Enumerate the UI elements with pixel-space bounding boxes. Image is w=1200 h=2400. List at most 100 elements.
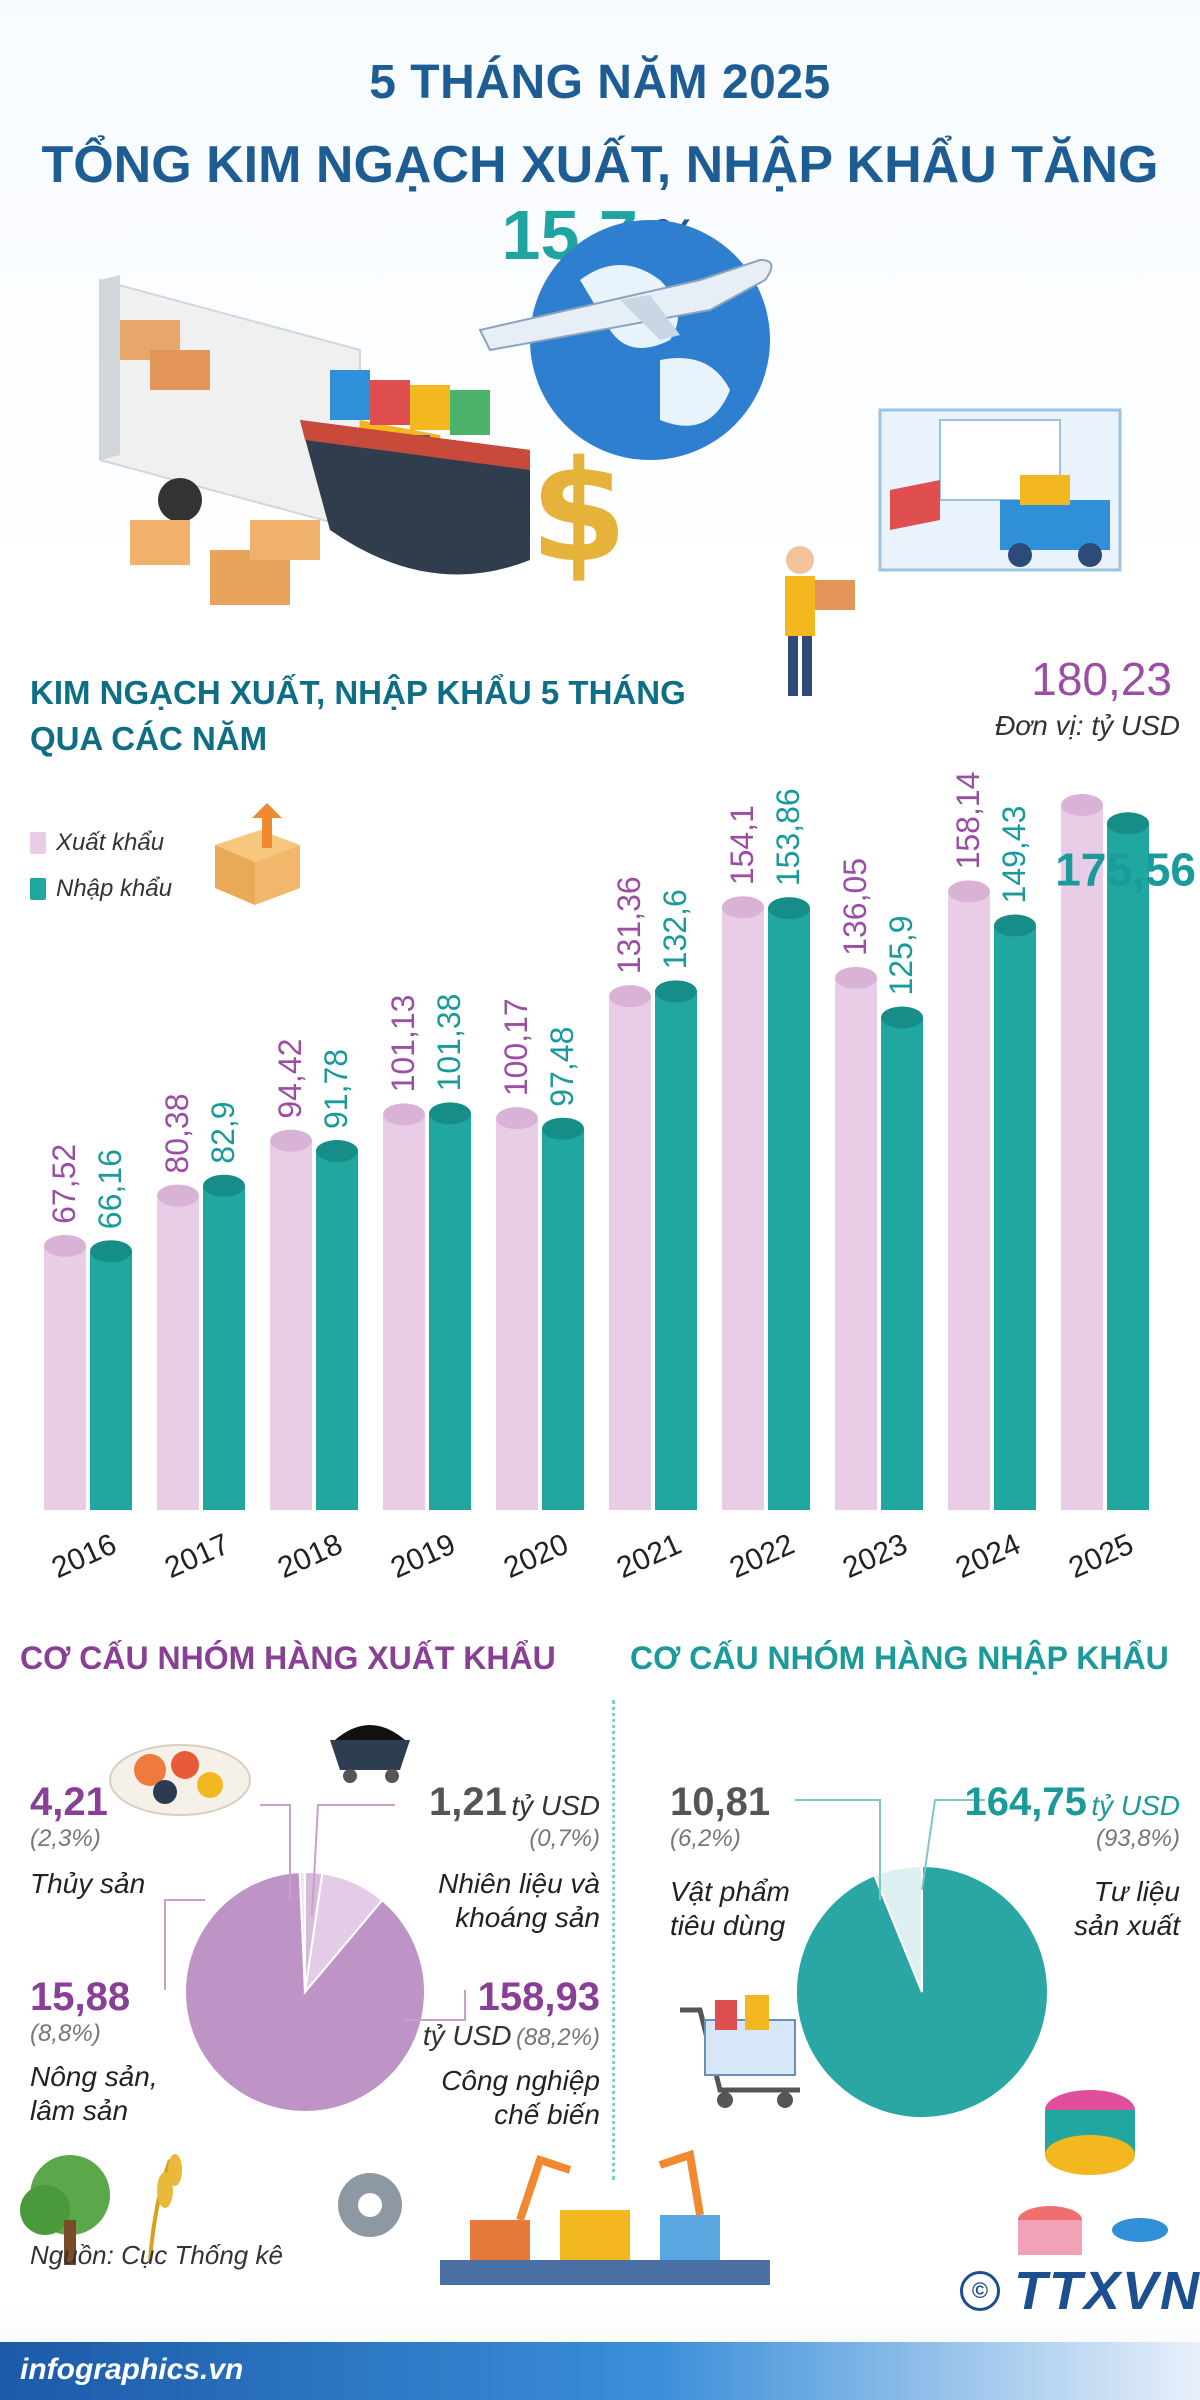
export-label-2018: 94,42 — [272, 1039, 308, 1119]
export-bar-2018 — [270, 1140, 312, 1510]
pct-tu-lieu: (93,8%) — [1095, 1825, 1180, 1852]
pie-charts — [20, 1725, 1168, 2285]
ship-icon — [300, 370, 530, 575]
year-label-2020: 2020 — [499, 1528, 573, 1585]
leader-lines — [164, 1804, 466, 2021]
year-label-2021: 2021 — [612, 1528, 686, 1585]
export-bar-2017-top — [157, 1184, 199, 1207]
export-bar-2021-top — [609, 985, 651, 1008]
source-note: Nguồn: Cục Thống kê — [30, 2240, 283, 2270]
import-bar-2025 — [1107, 823, 1149, 1510]
copyright-icon: © — [960, 2271, 1000, 2311]
import-label-2020: 97,48 — [544, 1027, 580, 1107]
legend-import-label: Nhập khẩu — [56, 875, 173, 902]
value-tu-lieu: 164,75 — [964, 1780, 1087, 1824]
leader-tu-lieu — [921, 1799, 985, 1891]
import-bar-2021 — [655, 991, 697, 1510]
export-bar-2023-top — [835, 966, 877, 989]
footer-site-link[interactable]: infographics.vn — [20, 2353, 244, 2386]
import-label-2018: 91,78 — [318, 1049, 354, 1129]
year-label-2019: 2019 — [386, 1528, 460, 1585]
year-label-2023: 2023 — [838, 1528, 912, 1585]
export-label-2021: 131,36 — [611, 876, 647, 974]
export-label-2024: 158,14 — [950, 772, 986, 870]
import-label-2025: 175,56 — [1055, 843, 1196, 895]
import-bar-2022-top — [768, 897, 810, 920]
import-bar-2017-top — [203, 1174, 245, 1197]
label-cong-nghiep: 158,93 tỷ USD (88,2%) Công nghiệp chế bi… — [400, 1975, 600, 2132]
slice-nhien-lieu — [298, 1870, 306, 1993]
label-nong-san: 15,88 (8,8%) Nông sản, lâm sản — [30, 1975, 158, 2128]
import-label-2021: 132,6 — [657, 889, 693, 969]
export-bar-2020-top — [496, 1107, 538, 1130]
leader-lines-import — [795, 1799, 985, 1900]
slice-tieu-dung — [873, 1864, 923, 1993]
bar-chart: 67,52 66,16 2016 80,38 82,9 2017 94,42 91,78 201… — [44, 653, 1196, 1585]
value-cong-nghiep: 158,93 — [477, 1975, 600, 2019]
import-bar-2019-top — [429, 1102, 471, 1125]
import-bar-2016 — [90, 1251, 132, 1510]
import-bar-2018-top — [316, 1139, 358, 1162]
hero-illustration: $ — [99, 220, 1122, 696]
name-tu-lieu-2: sản xuất — [1074, 1910, 1180, 1941]
pct-tieu-dung: (6,2%) — [670, 1825, 741, 1852]
factory-icon — [440, 2149, 770, 2285]
pct-thuy-san: (2,3%) — [30, 1825, 101, 1852]
export-bar-2022-top — [722, 896, 764, 919]
export-bar-2016-top — [44, 1234, 86, 1257]
year-label-2022: 2022 — [725, 1528, 799, 1585]
unit-nhien-lieu: tỷ USD — [511, 1790, 600, 1821]
unit-cong-nghiep: tỷ USD — [422, 2020, 512, 2051]
leader-nong-san — [164, 1899, 205, 1990]
import-label-2023: 125,9 — [883, 915, 919, 995]
name-nhien-lieu-1: Nhiên liệu và — [438, 1868, 600, 1899]
pct-cong-nghiep: (88,2%) — [515, 2024, 600, 2051]
legend-export-label: Xuất khẩu — [56, 829, 165, 856]
label-tieu-dung: 10,81 (6,2%) Vật phẩm tiêu dùng — [670, 1780, 790, 1943]
pct-nhien-lieu: (0,7%) — [529, 1825, 600, 1852]
export-pie — [184, 1870, 426, 2113]
legend-import: Nhập khẩu — [30, 866, 172, 912]
import-bar-2018 — [316, 1150, 358, 1510]
box-icon — [215, 803, 300, 905]
bar-section-title-line1: KIM NGẠCH XUẤT, NHẬP KHẨU 5 THÁNG — [30, 674, 686, 711]
import-bar-2021-top — [655, 980, 697, 1003]
box-icon — [130, 520, 320, 605]
footer-bar — [0, 2342, 1200, 2400]
thread-spool-icon — [1018, 2090, 1168, 2255]
brand-name: TTXVN — [1014, 2261, 1200, 2321]
import-bar-2020-top — [542, 1117, 584, 1140]
shopping-cart-icon — [680, 1995, 800, 2108]
import-label-2019: 101,38 — [431, 994, 467, 1092]
unit-label: Đơn vị: tỷ USD — [995, 710, 1180, 741]
gear-icon — [338, 2173, 402, 2237]
plane-icon — [478, 258, 773, 352]
export-bar-2025-top — [1061, 794, 1103, 816]
export-bar-2016 — [44, 1245, 86, 1510]
import-bar-2023 — [881, 1017, 923, 1510]
wheat-icon — [148, 2154, 182, 2261]
import-bar-2024 — [994, 925, 1036, 1510]
worker-icon — [785, 546, 855, 696]
export-label-2019: 101,13 — [385, 995, 421, 1093]
export-label-2017: 80,38 — [159, 1094, 195, 1174]
value-nhien-lieu: 1,21 — [429, 1780, 507, 1824]
import-bar-2017 — [203, 1185, 245, 1510]
export-structure-title: CƠ CẤU NHÓM HÀNG XUẤT KHẨU — [20, 1640, 556, 1676]
import-pie — [795, 1864, 1049, 2119]
year-label-2017: 2017 — [160, 1528, 234, 1585]
leader-nhien-lieu — [311, 1804, 395, 1916]
seafood-icon — [109, 1744, 251, 1816]
leader-tieu-dung — [795, 1799, 881, 1900]
import-bar-2024-top — [994, 914, 1036, 937]
name-tieu-dung-1: Vật phẩm — [670, 1876, 790, 1907]
name-nhien-lieu-2: khoáng sản — [455, 1902, 600, 1933]
import-bar-2025-top — [1107, 812, 1149, 835]
export-bar-2020 — [496, 1118, 538, 1510]
export-bar-2017 — [157, 1195, 199, 1510]
legend: Xuất khẩu Nhập khẩu — [30, 820, 172, 912]
import-structure-title: CƠ CẤU NHÓM HÀNG NHẬP KHẨU — [630, 1640, 1169, 1676]
import-label-2016: 66,16 — [92, 1149, 128, 1229]
pct-nong-san: (8,8%) — [30, 2020, 101, 2047]
name-tu-lieu-1: Tư liệu — [1093, 1876, 1180, 1907]
